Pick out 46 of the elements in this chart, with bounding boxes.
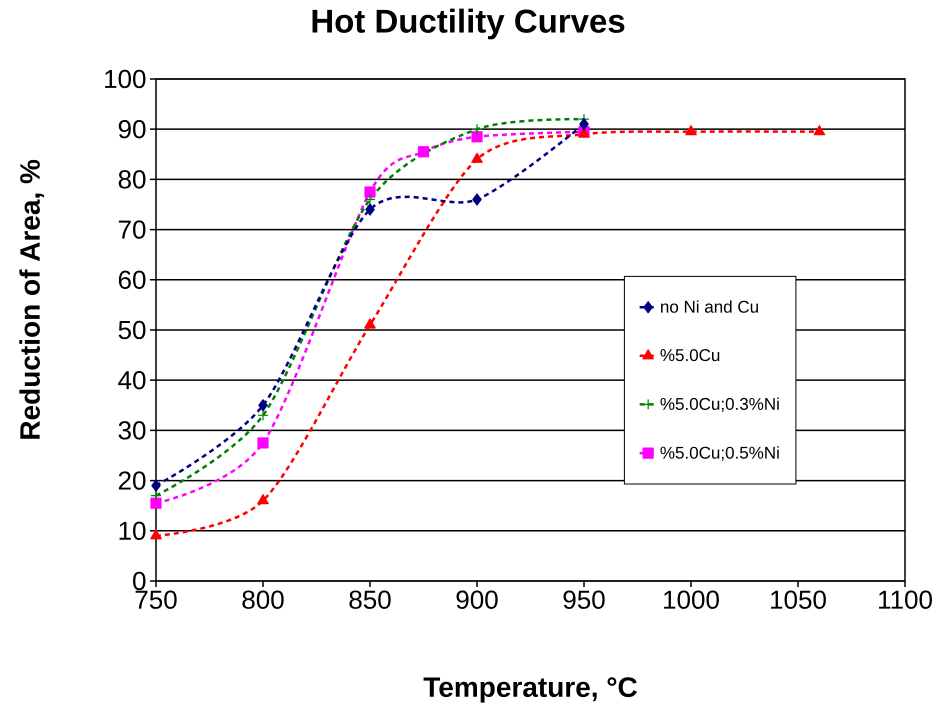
point <box>472 193 482 206</box>
y-tick-label: 70 <box>118 220 146 239</box>
point <box>150 529 162 540</box>
x-tick-label: 800 <box>242 590 284 609</box>
legend-label: %5.0Cu <box>660 349 720 362</box>
point <box>364 194 376 206</box>
point <box>364 186 376 198</box>
chart-title: Hot Ductility Curves <box>312 8 624 40</box>
point <box>685 125 697 136</box>
y-tick-label: 80 <box>118 170 146 189</box>
x-axis-title: Temperature, °C <box>424 677 637 703</box>
x-tick-label: 1000 <box>664 590 719 609</box>
point <box>579 118 589 130</box>
point <box>814 125 826 136</box>
x-tick-label: 850 <box>349 590 391 609</box>
legend-label: %5.0Cu;0.3%Ni <box>660 397 779 412</box>
x-tick-label: 900 <box>456 590 498 609</box>
point <box>418 146 430 158</box>
point <box>471 152 483 163</box>
x-tick-label: 750 <box>136 590 177 609</box>
y-tick-label: 10 <box>120 522 146 540</box>
point <box>257 437 269 449</box>
legend-label: %5.0Cu;0.5%Ni <box>660 446 779 461</box>
point <box>364 318 376 329</box>
point <box>365 203 375 216</box>
y-tick-label: 60 <box>118 270 146 289</box>
y-tick-label: 20 <box>118 471 146 490</box>
point <box>258 399 268 412</box>
x-tick-label: 1100 <box>879 590 932 609</box>
point <box>150 498 162 509</box>
point <box>257 410 269 421</box>
y-tick-label: 90 <box>118 120 146 138</box>
legend-label: no Ni and Cu <box>661 300 758 313</box>
y-tick-label: 40 <box>118 370 146 390</box>
x-tick-label: 1050 <box>771 590 826 609</box>
point <box>151 480 161 492</box>
point <box>150 490 162 502</box>
x-tick-label: 950 <box>564 590 605 609</box>
point <box>471 131 483 142</box>
point <box>471 124 483 135</box>
y-tick-label: 0 <box>133 572 146 590</box>
point <box>257 494 269 504</box>
y-tick-label: 30 <box>118 421 146 440</box>
y-tick-label: 50 <box>118 320 146 340</box>
y-axis-title: Reduction of Area, % <box>19 160 44 439</box>
y-tick-label: 100 <box>105 70 146 88</box>
